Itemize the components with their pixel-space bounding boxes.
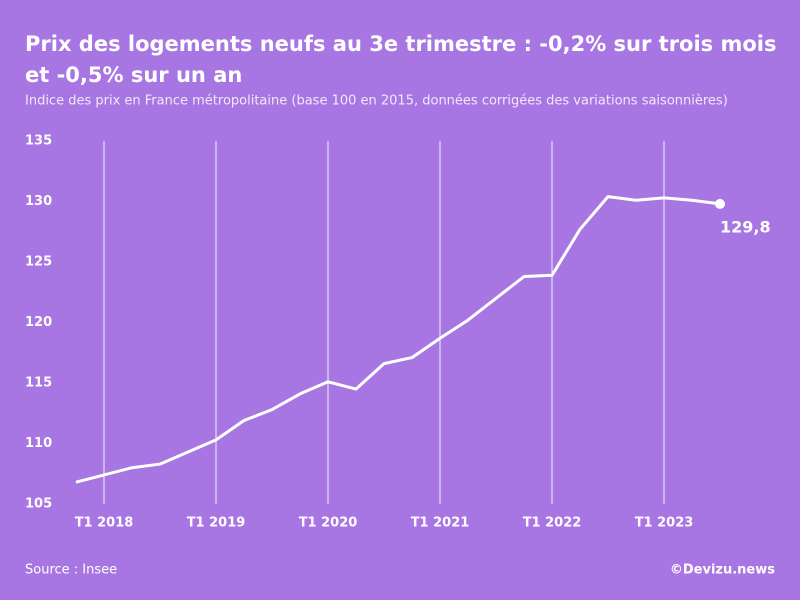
y-tick-label: 120 xyxy=(25,315,52,330)
subtitle: Indice des prix en France métropolitaine… xyxy=(25,94,728,109)
x-tick-label: T1 2022 xyxy=(523,516,582,531)
y-tick-label: 110 xyxy=(25,436,52,451)
y-tick-label: 125 xyxy=(25,255,52,270)
y-tick-label: 105 xyxy=(25,497,52,512)
x-tick-label: T1 2019 xyxy=(187,516,246,531)
x-tick-label: T1 2023 xyxy=(635,516,694,531)
line xyxy=(75,195,721,484)
y-tick-label: 115 xyxy=(25,376,52,391)
value-label: 129,8 xyxy=(720,217,771,236)
x-tick-label: T1 2021 xyxy=(411,516,470,531)
chart-title: Prix des logements neufs au 3e trimestre… xyxy=(25,32,777,56)
x-tick-label: T1 2018 xyxy=(75,516,134,531)
chart-title: et -0,5% sur un an xyxy=(25,63,242,87)
x-tick-label: T1 2020 xyxy=(299,516,358,531)
y-tick-label: 135 xyxy=(25,134,52,149)
y-tick-label: 130 xyxy=(25,194,52,209)
source: Source : Insee xyxy=(25,563,117,578)
credit: ©Devizu.news xyxy=(670,563,775,578)
end-dot xyxy=(715,198,725,209)
